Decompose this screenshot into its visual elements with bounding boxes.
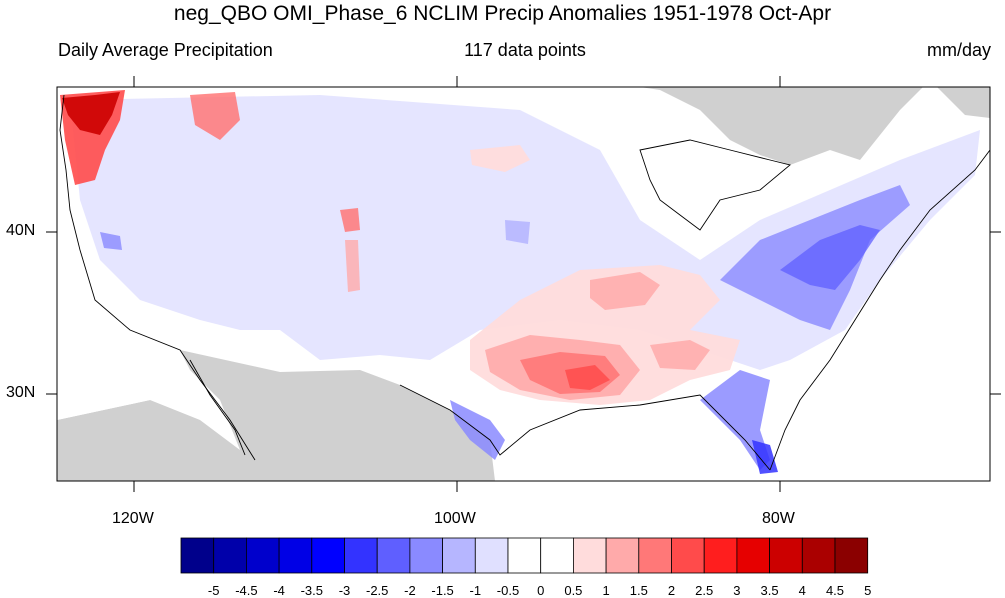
map-title: neg_QBO OMI_Phase_6 NCLIM Precip Anomali… xyxy=(173,2,832,25)
washington-red-core xyxy=(62,92,120,135)
colorbar-tick-label: -1.5 xyxy=(431,583,454,598)
colorbar-box xyxy=(540,537,574,574)
west-coast-line xyxy=(59,94,256,461)
coastlines xyxy=(59,94,990,471)
colorbar-box xyxy=(703,537,738,574)
colorbar-box xyxy=(769,537,803,574)
gulf-coast-line xyxy=(399,384,771,471)
baja-line xyxy=(189,359,246,456)
colorbar-tick-label: -3 xyxy=(338,583,351,598)
great-lakes-line xyxy=(639,139,791,231)
southeast-blue xyxy=(700,370,770,470)
colorbar-tick-label: 1.5 xyxy=(629,583,648,598)
colorbar-box xyxy=(736,537,771,574)
colorbar-box xyxy=(605,537,640,574)
colorbar-tick-label: 2.5 xyxy=(695,583,714,598)
atlantic-water xyxy=(775,150,990,481)
lon-label-120w: 120W xyxy=(112,510,154,527)
idaho-red xyxy=(190,92,240,140)
colorbar-box xyxy=(246,537,280,574)
subtitle-count: 117 data points xyxy=(464,40,586,60)
texas-blue xyxy=(450,400,505,460)
canada-land xyxy=(57,87,990,165)
colorbar-tick-label: 3.5 xyxy=(760,583,779,598)
colorbar-tick-label: 2 xyxy=(667,583,676,598)
lat-label-40n: 40N xyxy=(6,222,36,239)
colorbar-tick-label: 0.5 xyxy=(564,583,583,598)
colorbar-box xyxy=(474,537,509,574)
nebraska-red xyxy=(470,145,530,172)
colorbar-tick-label: -0.5 xyxy=(496,583,520,598)
colorbar-tick-label: 0 xyxy=(537,583,545,598)
colorbar-tick-label: -2 xyxy=(404,583,416,598)
colorbar-tick-label: -5 xyxy=(207,583,220,598)
colorbar-tick-label: -2.5 xyxy=(365,583,389,598)
lon-label-80w: 80W xyxy=(762,510,795,527)
colorbar-box xyxy=(671,537,705,574)
kansas-blue xyxy=(505,220,530,244)
colorbar-box xyxy=(278,537,313,574)
northeast-blue-core xyxy=(780,225,880,290)
nevada-blue xyxy=(100,232,122,250)
colorbar-tick-label: 3 xyxy=(733,583,741,598)
lat-label-30n: 30N xyxy=(6,384,36,401)
east-coast-line xyxy=(769,149,990,471)
colorbar-box xyxy=(834,537,869,574)
colorbar-box xyxy=(442,537,476,574)
colorbar-box xyxy=(376,537,411,574)
south-red-max xyxy=(565,365,610,390)
colorbar-box xyxy=(311,537,345,574)
gulf-water xyxy=(495,395,775,481)
colorbar-box xyxy=(801,537,836,574)
tick-marks xyxy=(46,76,1001,492)
colorbar-tick-label: 1 xyxy=(602,583,610,598)
colorado-streak xyxy=(345,240,360,292)
colorbar-box xyxy=(213,537,247,574)
pacific-water xyxy=(57,160,180,420)
colorbar-tick-label: -4 xyxy=(273,583,285,598)
colorbar-tick-label: 5 xyxy=(864,583,872,598)
colorbar-box xyxy=(638,537,672,574)
colorbar-tick-label: -4.5 xyxy=(235,583,258,598)
colorbar-box xyxy=(572,537,607,574)
colorbar-tick-label: -1 xyxy=(469,583,482,598)
colorbar xyxy=(180,537,869,574)
map-frame xyxy=(56,86,991,482)
subtitle-variable: Daily Average Precipitation xyxy=(58,40,273,60)
colorbar-box xyxy=(180,537,215,574)
subtitle-units: mm/day xyxy=(926,40,991,60)
georgia-red xyxy=(650,340,710,370)
anomaly-shading xyxy=(60,90,980,474)
colorbar-box xyxy=(344,537,378,574)
colorbar-tick-label: 4.5 xyxy=(825,583,845,598)
ark-red xyxy=(590,272,660,310)
mexico-land xyxy=(57,350,495,481)
colorbar-box xyxy=(507,537,542,574)
lon-label-100w: 100W xyxy=(434,510,476,527)
colorbar-box xyxy=(409,537,443,574)
colorbar-tick-label: 4 xyxy=(798,583,806,598)
colorado-red xyxy=(340,208,360,232)
colorbar-tick-label: -3.5 xyxy=(300,583,323,598)
map-canvas xyxy=(57,87,990,481)
